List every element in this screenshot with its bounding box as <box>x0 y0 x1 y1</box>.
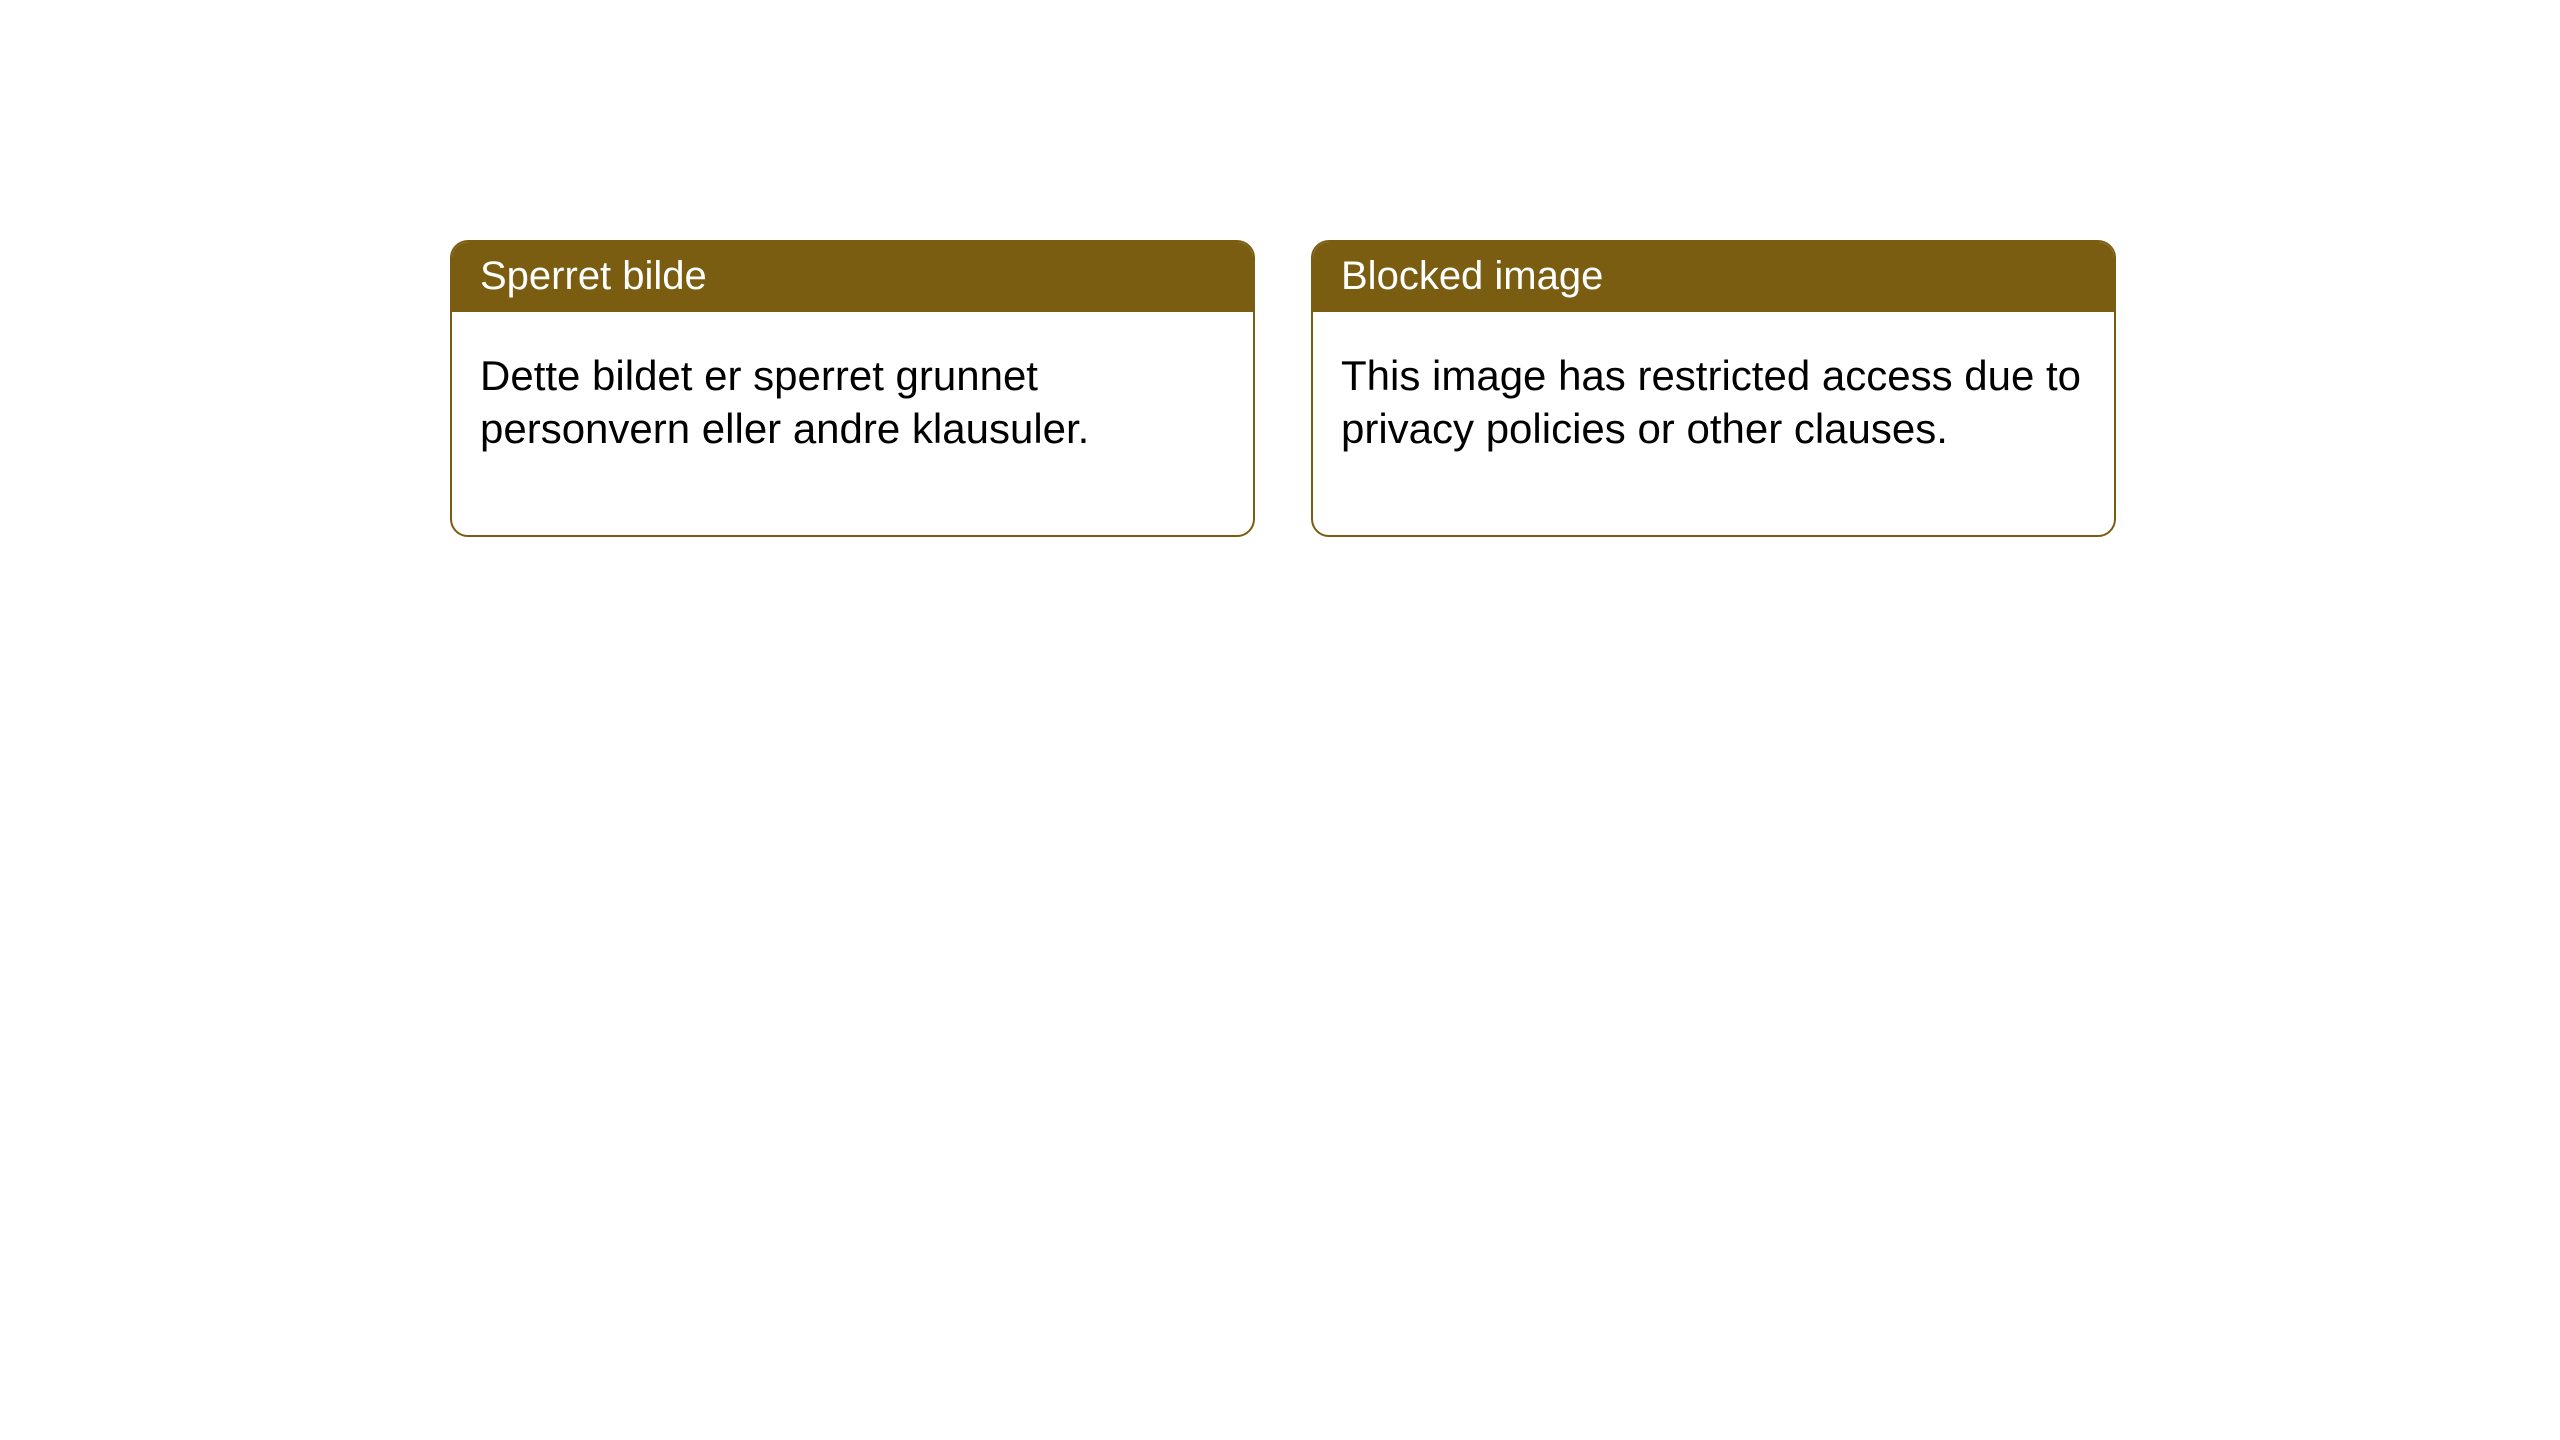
notice-card-title: Blocked image <box>1313 242 2114 312</box>
notice-container: Sperret bilde Dette bildet er sperret gr… <box>450 240 2116 537</box>
notice-card-title: Sperret bilde <box>452 242 1253 312</box>
notice-card-body: This image has restricted access due to … <box>1313 312 2114 535</box>
notice-card-english: Blocked image This image has restricted … <box>1311 240 2116 537</box>
notice-card-norwegian: Sperret bilde Dette bildet er sperret gr… <box>450 240 1255 537</box>
notice-card-body: Dette bildet er sperret grunnet personve… <box>452 312 1253 535</box>
